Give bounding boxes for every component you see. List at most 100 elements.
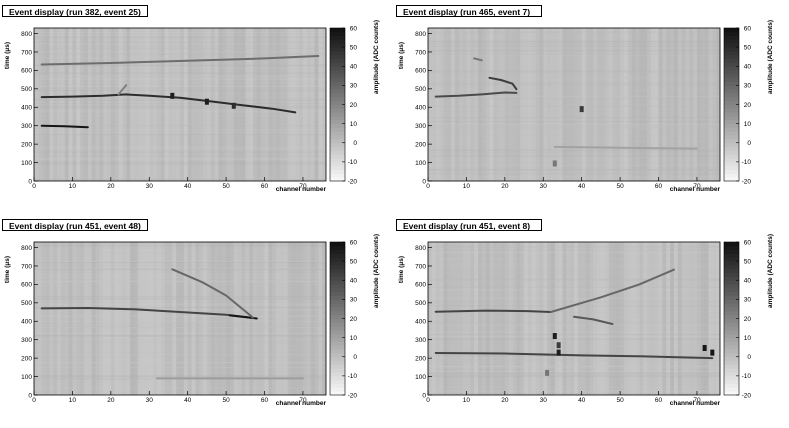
- x-axis-label: channel number: [669, 400, 720, 407]
- noise-column: [110, 28, 115, 181]
- noise-column: [531, 242, 536, 395]
- noise-band: [34, 345, 326, 347]
- noise-column: [199, 242, 204, 395]
- noise-column: [253, 28, 258, 181]
- colorbar-segment: [724, 93, 739, 98]
- noise-column: [670, 28, 675, 181]
- colorbar-segment: [724, 39, 739, 44]
- noise-column: [600, 28, 606, 181]
- noise-column: [635, 242, 640, 395]
- noise-band: [34, 51, 326, 53]
- noise-band: [428, 312, 720, 314]
- colorbar-segment: [330, 276, 345, 281]
- noise-band: [428, 177, 720, 179]
- noise-column: [689, 28, 694, 181]
- noise-column: [299, 242, 304, 395]
- y-tick-label: 300: [415, 337, 426, 344]
- noise-column: [122, 28, 127, 181]
- noise-column: [666, 28, 671, 181]
- noise-column: [41, 242, 46, 395]
- noise-column: [531, 28, 536, 181]
- noise-band: [428, 128, 720, 130]
- x-tick-label: 30: [146, 397, 154, 404]
- noise-column: [485, 242, 490, 395]
- noise-column: [431, 242, 436, 395]
- colorbar-segment: [724, 115, 739, 121]
- colorbar-tick-label: -10: [348, 159, 358, 166]
- noise-band: [34, 274, 326, 276]
- noise-column: [160, 242, 165, 395]
- noise-column: [428, 242, 433, 395]
- colorbar-segment: [330, 123, 345, 128]
- noise-band: [34, 334, 326, 336]
- noise-column: [64, 242, 69, 395]
- y-tick-label: 600: [415, 282, 426, 289]
- noise-column: [310, 242, 315, 395]
- noise-band: [428, 335, 720, 337]
- noise-band: [428, 345, 720, 347]
- noise-column: [570, 28, 575, 181]
- noise-band: [428, 124, 720, 125]
- noise-band: [34, 326, 326, 328]
- colorbar-segment: [330, 333, 345, 339]
- noise-column: [118, 28, 123, 181]
- noise-band: [34, 245, 326, 247]
- colorbar-segment: [724, 280, 739, 285]
- track: [573, 315, 614, 325]
- noise-band: [428, 334, 720, 336]
- colorbar-segment: [330, 127, 345, 132]
- colorbar-segment: [330, 158, 345, 163]
- noise-band: [34, 324, 326, 326]
- x-tick-label: 70: [299, 183, 307, 190]
- noise-band: [428, 155, 720, 157]
- colorbar-segment: [724, 333, 739, 339]
- noise-band: [428, 246, 720, 248]
- noise-column: [295, 242, 300, 395]
- colorbar-tick-label: 10: [744, 121, 752, 128]
- colorbar-segment: [724, 123, 739, 128]
- noise-column: [435, 242, 440, 395]
- noise-band: [34, 354, 326, 355]
- noise-column: [550, 28, 556, 181]
- noise-column: [191, 28, 196, 181]
- noise-column: [527, 28, 533, 181]
- colorbar-segment: [724, 337, 739, 342]
- noise-column: [501, 28, 506, 181]
- colorbar-segment: [330, 299, 345, 304]
- colorbar-segment: [724, 310, 739, 316]
- noise-column: [650, 28, 655, 181]
- colorbar-tick-label: 30: [744, 83, 752, 90]
- noise-column: [80, 28, 85, 181]
- noise-column: [218, 28, 223, 181]
- noise-band: [428, 170, 720, 171]
- noise-band: [428, 72, 720, 74]
- noise-band: [428, 134, 720, 136]
- noise-band: [34, 268, 326, 270]
- colorbar-tick-label: 50: [744, 258, 752, 265]
- x-axis-label: channel number: [275, 186, 326, 193]
- noise-band: [34, 82, 326, 84]
- noise-band: [34, 36, 326, 38]
- noise-band: [428, 266, 720, 268]
- x-tick-label: 0: [426, 397, 430, 404]
- noise-band: [34, 177, 326, 179]
- noise-band: [34, 88, 326, 90]
- noise-band: [34, 155, 326, 157]
- noise-band: [428, 252, 720, 254]
- colorbar-segment: [330, 261, 345, 266]
- noise-column: [428, 28, 433, 181]
- colorbar-segment: [724, 268, 739, 273]
- noise-band: [34, 367, 326, 368]
- noise-column: [650, 242, 655, 395]
- colorbar-segment: [724, 368, 739, 373]
- colorbar-label: amplitude (ADC counts): [373, 234, 380, 309]
- colorbar-segment: [330, 28, 345, 33]
- colorbar-segment: [330, 173, 345, 178]
- noise-column: [176, 28, 181, 181]
- noise-band: [34, 111, 326, 113]
- noise-band: [428, 372, 720, 374]
- colorbar-segment: [724, 326, 739, 331]
- colorbar-segment: [330, 314, 345, 319]
- colorbar-segment: [330, 165, 345, 170]
- colorbar-segment: [724, 43, 739, 48]
